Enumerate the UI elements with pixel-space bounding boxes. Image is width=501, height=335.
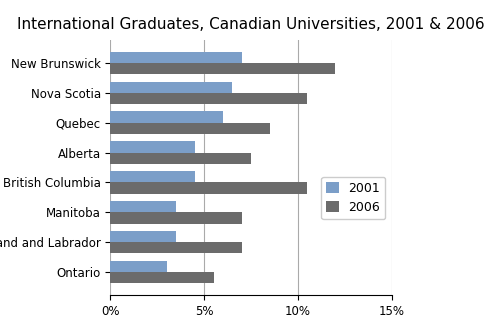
Bar [110, 201, 176, 212]
Bar [110, 183, 307, 194]
Bar [110, 112, 222, 123]
Bar [110, 212, 241, 223]
Bar [110, 272, 213, 283]
Bar [110, 152, 250, 164]
Bar [110, 261, 166, 272]
Bar [110, 171, 194, 183]
Bar [110, 231, 176, 242]
Bar [110, 52, 241, 63]
Bar [110, 82, 232, 93]
Bar [110, 93, 307, 104]
Legend: 2001, 2006: 2001, 2006 [321, 177, 385, 219]
Bar [110, 242, 241, 253]
Bar [110, 63, 335, 74]
Bar [110, 123, 269, 134]
Bar [110, 141, 194, 152]
Title: International Graduates, Canadian Universities, 2001 & 2006: International Graduates, Canadian Univer… [17, 17, 484, 32]
